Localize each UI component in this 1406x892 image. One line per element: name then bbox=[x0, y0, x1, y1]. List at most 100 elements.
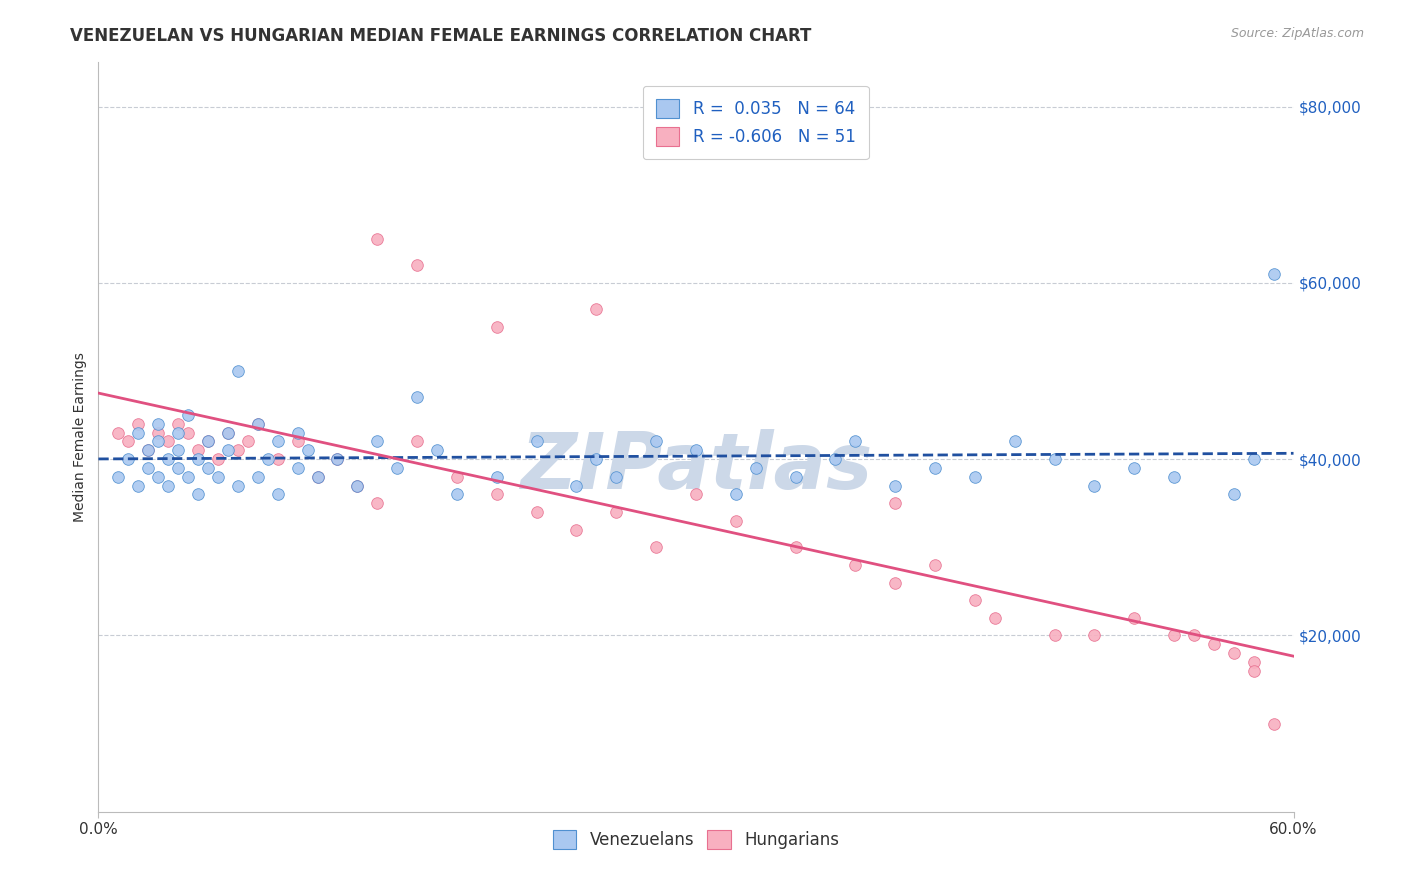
Point bbox=[565, 478, 588, 492]
Point bbox=[127, 478, 149, 492]
Point bbox=[326, 452, 349, 467]
Point bbox=[297, 443, 319, 458]
Point bbox=[117, 452, 139, 467]
Point bbox=[963, 469, 986, 483]
Point bbox=[1004, 434, 1026, 449]
Point bbox=[526, 434, 548, 449]
Point bbox=[287, 434, 309, 449]
Point bbox=[136, 461, 159, 475]
Point bbox=[844, 434, 866, 449]
Point bbox=[246, 417, 269, 431]
Point bbox=[267, 487, 290, 501]
Point bbox=[963, 593, 986, 607]
Point bbox=[307, 469, 329, 483]
Point bbox=[884, 478, 907, 492]
Point bbox=[167, 443, 190, 458]
Point bbox=[1163, 628, 1185, 642]
Point bbox=[207, 452, 229, 467]
Point bbox=[366, 434, 388, 449]
Point bbox=[1202, 637, 1225, 651]
Point bbox=[246, 417, 269, 431]
Point bbox=[824, 452, 846, 467]
Point bbox=[724, 487, 747, 501]
Point bbox=[446, 469, 468, 483]
Point bbox=[585, 452, 607, 467]
Point bbox=[1243, 452, 1265, 467]
Point bbox=[366, 232, 388, 246]
Point bbox=[346, 478, 368, 492]
Point bbox=[1263, 716, 1285, 731]
Point bbox=[724, 514, 747, 528]
Point bbox=[136, 443, 159, 458]
Point bbox=[187, 452, 209, 467]
Point bbox=[526, 505, 548, 519]
Point bbox=[226, 364, 249, 378]
Point bbox=[167, 425, 190, 440]
Text: Source: ZipAtlas.com: Source: ZipAtlas.com bbox=[1230, 27, 1364, 40]
Point bbox=[267, 452, 290, 467]
Point bbox=[1263, 267, 1285, 281]
Point bbox=[645, 434, 668, 449]
Y-axis label: Median Female Earnings: Median Female Earnings bbox=[73, 352, 87, 522]
Point bbox=[187, 443, 209, 458]
Legend: Venezuelans, Hungarians: Venezuelans, Hungarians bbox=[546, 823, 846, 855]
Point bbox=[924, 558, 946, 572]
Point bbox=[385, 461, 409, 475]
Point bbox=[148, 417, 170, 431]
Point bbox=[1182, 628, 1205, 642]
Point bbox=[1083, 628, 1105, 642]
Point bbox=[127, 417, 149, 431]
Point bbox=[148, 434, 170, 449]
Point bbox=[785, 469, 807, 483]
Point bbox=[984, 611, 1007, 625]
Point bbox=[246, 469, 269, 483]
Point bbox=[217, 425, 239, 440]
Point bbox=[167, 417, 190, 431]
Point bbox=[785, 541, 807, 555]
Point bbox=[1223, 646, 1246, 660]
Point bbox=[406, 391, 429, 405]
Point bbox=[107, 425, 129, 440]
Point bbox=[585, 302, 607, 317]
Text: ZIPatlas: ZIPatlas bbox=[520, 429, 872, 505]
Point bbox=[745, 461, 768, 475]
Point bbox=[207, 469, 229, 483]
Point bbox=[485, 319, 508, 334]
Point bbox=[157, 434, 180, 449]
Point bbox=[485, 487, 508, 501]
Point bbox=[177, 425, 200, 440]
Point bbox=[485, 469, 508, 483]
Point bbox=[605, 469, 627, 483]
Point bbox=[1123, 611, 1146, 625]
Point bbox=[197, 461, 219, 475]
Point bbox=[256, 452, 278, 467]
Point bbox=[446, 487, 468, 501]
Point bbox=[157, 478, 180, 492]
Point bbox=[1123, 461, 1146, 475]
Point bbox=[326, 452, 349, 467]
Point bbox=[685, 443, 707, 458]
Point bbox=[406, 434, 429, 449]
Point bbox=[148, 469, 170, 483]
Point bbox=[177, 408, 200, 422]
Point bbox=[217, 425, 239, 440]
Point bbox=[267, 434, 290, 449]
Point bbox=[565, 523, 588, 537]
Point bbox=[136, 443, 159, 458]
Point bbox=[307, 469, 329, 483]
Point bbox=[366, 496, 388, 510]
Point bbox=[107, 469, 129, 483]
Point bbox=[1223, 487, 1246, 501]
Point bbox=[187, 487, 209, 501]
Point bbox=[1043, 452, 1066, 467]
Point bbox=[605, 505, 627, 519]
Point bbox=[1163, 469, 1185, 483]
Point bbox=[167, 461, 190, 475]
Point bbox=[1043, 628, 1066, 642]
Point bbox=[197, 434, 219, 449]
Point bbox=[117, 434, 139, 449]
Text: VENEZUELAN VS HUNGARIAN MEDIAN FEMALE EARNINGS CORRELATION CHART: VENEZUELAN VS HUNGARIAN MEDIAN FEMALE EA… bbox=[70, 27, 811, 45]
Point bbox=[346, 478, 368, 492]
Point bbox=[127, 425, 149, 440]
Point bbox=[884, 496, 907, 510]
